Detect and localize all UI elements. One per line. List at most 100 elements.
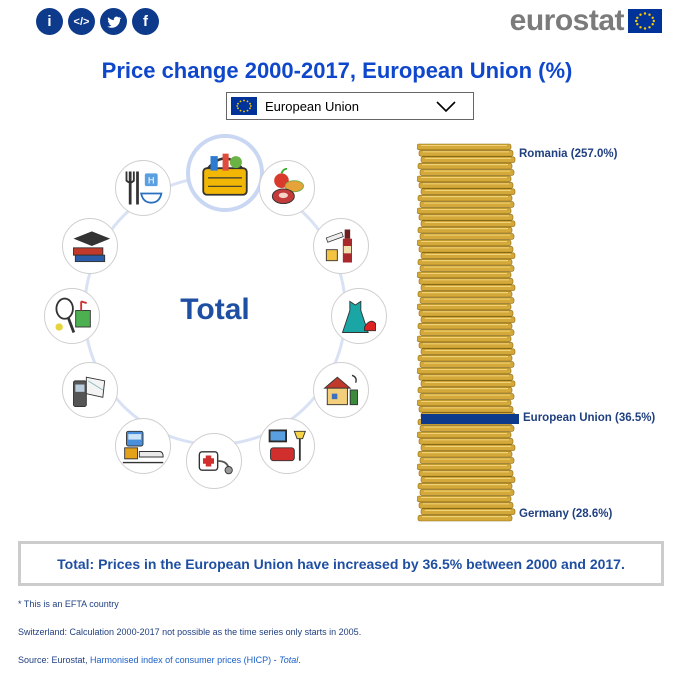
- info-icon: i: [47, 13, 52, 30]
- category-alcohol-tobacco[interactable]: [313, 218, 369, 274]
- coin: [419, 489, 515, 496]
- category-recreation[interactable]: [44, 288, 100, 344]
- chevron-down-icon: [436, 101, 456, 113]
- category-total[interactable]: [186, 134, 264, 212]
- embed-icon: </>: [73, 15, 90, 28]
- eu-flag-icon: [231, 97, 257, 115]
- source-prefix: Source: Eurostat,: [18, 655, 91, 665]
- alcohol-tobacco-icon: [325, 229, 352, 263]
- coin: [419, 425, 515, 432]
- coin: [417, 495, 512, 503]
- svg-text:H: H: [148, 175, 155, 186]
- efta-note: * This is an EFTA country: [18, 599, 119, 609]
- category-housing[interactable]: [313, 362, 369, 418]
- coin: [420, 348, 516, 355]
- stethoscope-icon: [198, 451, 233, 475]
- source-end: .: [298, 655, 301, 665]
- coin-label-highlight: European Union (36.5%): [523, 412, 656, 424]
- selected-country-marker: [421, 414, 519, 424]
- category-education[interactable]: [62, 218, 118, 274]
- facebook-button[interactable]: f: [132, 8, 159, 35]
- coin: [417, 367, 512, 375]
- coin: [419, 169, 515, 176]
- coin: [417, 162, 513, 170]
- coin: [420, 252, 516, 259]
- coin: [419, 265, 515, 272]
- coin: [417, 482, 513, 490]
- furnishings-icon: [268, 429, 306, 462]
- page-title: Price change 2000-2017, European Union (…: [101, 58, 573, 83]
- coin: [419, 201, 515, 208]
- category-furnishings[interactable]: [259, 418, 315, 474]
- coin: [419, 329, 515, 336]
- coin: [418, 150, 514, 157]
- source-sep: -: [271, 655, 280, 665]
- coin: [417, 290, 513, 298]
- coin: [417, 335, 512, 343]
- source-link[interactable]: Harmonised index of consumer prices (HIC…: [90, 655, 272, 665]
- coin: [420, 156, 516, 163]
- restaurant-hotel-icon: H: [125, 171, 163, 205]
- coin: [417, 239, 512, 247]
- coin: [417, 271, 512, 279]
- coin: [417, 303, 512, 311]
- coin: [418, 278, 514, 285]
- coin-label-top: Romania (257.0%): [519, 148, 618, 160]
- twitter-icon: [106, 16, 122, 28]
- coin: [417, 226, 513, 234]
- coin: [420, 188, 516, 195]
- country-select-value: European Union: [265, 98, 359, 114]
- facebook-icon: f: [143, 13, 148, 30]
- shopping-basket-icon: [202, 153, 248, 196]
- category-restaurants-hotels[interactable]: H: [115, 160, 171, 216]
- selected-category-label: Total: [180, 293, 250, 326]
- embed-button[interactable]: </>: [68, 8, 95, 35]
- coin: [417, 194, 513, 202]
- coin: [417, 175, 512, 183]
- eurostat-logo: eurostat: [510, 4, 662, 38]
- country-select[interactable]: European Union: [226, 92, 474, 120]
- coin: [418, 502, 514, 509]
- coin: [417, 207, 512, 215]
- coin: [417, 258, 513, 266]
- coin: [420, 316, 516, 323]
- coin: [419, 361, 515, 368]
- twitter-button[interactable]: [100, 8, 127, 35]
- coin: [417, 386, 513, 394]
- category-health[interactable]: [186, 433, 242, 489]
- category-clothing[interactable]: [331, 288, 387, 344]
- coin: [418, 406, 514, 413]
- coin: [420, 284, 516, 291]
- coin: [417, 514, 513, 522]
- info-button[interactable]: i: [36, 8, 63, 35]
- coin-label-bottom: Germany (28.6%): [519, 508, 613, 520]
- coin: [418, 374, 514, 381]
- logo-text: eurostat: [509, 4, 625, 37]
- coin: [420, 220, 516, 227]
- coin: [420, 476, 516, 483]
- category-food[interactable]: [259, 160, 315, 216]
- transport-icon: [122, 430, 164, 464]
- eu-flag-icon: [628, 9, 662, 33]
- source-dataset-link[interactable]: Total: [279, 655, 298, 665]
- food-icon: [271, 167, 304, 205]
- coin: [420, 380, 516, 387]
- coin: [418, 182, 514, 189]
- source-dataset: Total: [279, 655, 299, 665]
- coin: [419, 297, 515, 304]
- coin: [418, 246, 514, 253]
- category-transport[interactable]: [115, 418, 171, 474]
- clothing-icon: [341, 300, 376, 333]
- category-wheel: H Total: [40, 130, 390, 490]
- house-icon: [323, 374, 358, 406]
- coin: [420, 444, 516, 451]
- education-icon: [73, 231, 111, 263]
- coin: [419, 457, 515, 464]
- coin: [419, 393, 515, 400]
- coin: [417, 463, 512, 471]
- source-note: Source: Eurostat, Harmonised index of co…: [18, 655, 301, 665]
- coin: [417, 450, 513, 458]
- telephone-icon: [73, 376, 106, 407]
- switzerland-note: Switzerland: Calculation 2000-2017 not p…: [18, 627, 362, 637]
- category-communication[interactable]: [62, 362, 118, 418]
